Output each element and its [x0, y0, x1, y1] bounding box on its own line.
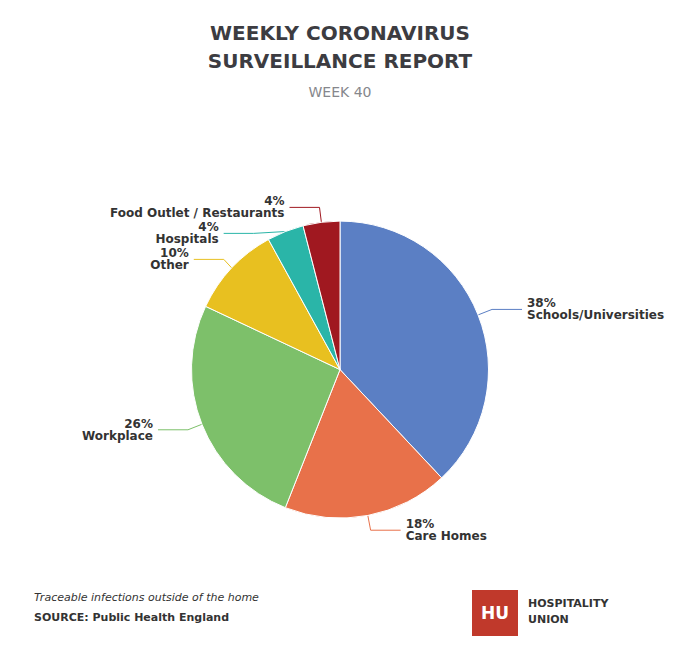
svg-text:Traceable infections outside o: Traceable infections outside of the home [34, 591, 259, 604]
svg-text:SURVEILLANCE REPORT: SURVEILLANCE REPORT [208, 49, 473, 73]
svg-text:26%: 26% [124, 416, 153, 431]
svg-text:38%: 38% [527, 296, 556, 311]
svg-text:4%: 4% [198, 220, 219, 235]
svg-text:Hospitals: Hospitals [155, 232, 218, 246]
svg-text:HU: HU [481, 603, 509, 623]
svg-text:SOURCE: Public Health England: SOURCE: Public Health England [34, 611, 229, 624]
svg-text:Food Outlet / Restaurants: Food Outlet / Restaurants [110, 206, 285, 220]
svg-text:4%: 4% [264, 194, 285, 209]
svg-text:10%: 10% [160, 246, 189, 261]
svg-text:WEEK 40: WEEK 40 [309, 84, 372, 100]
svg-text:WEEKLY CORONAVIRUS: WEEKLY CORONAVIRUS [210, 21, 470, 45]
svg-text:UNION: UNION [528, 613, 569, 626]
svg-text:18%: 18% [405, 517, 435, 532]
svg-text:Workplace: Workplace [82, 429, 153, 443]
svg-text:Care Homes: Care Homes [406, 529, 487, 543]
svg-text:HOSPITALITY: HOSPITALITY [528, 597, 609, 610]
svg-text:Other: Other [150, 258, 189, 272]
svg-text:Schools/Universities: Schools/Universities [527, 308, 664, 322]
